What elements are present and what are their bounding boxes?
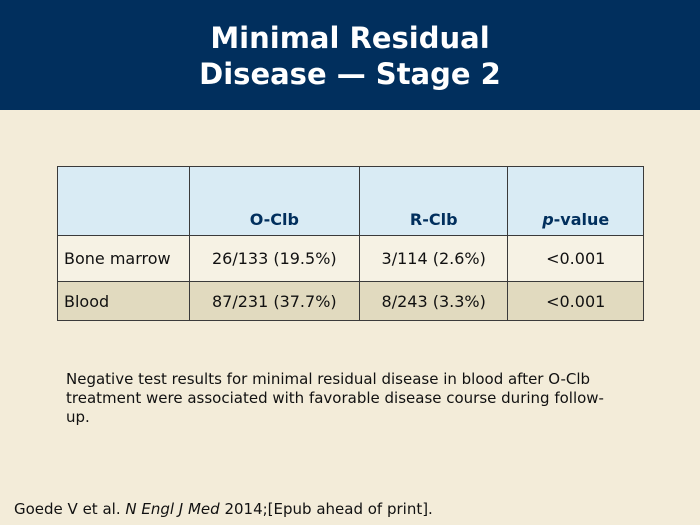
citation-authors: Goede V et al. [14,500,126,518]
header-r-clb: R-Clb [358,166,509,236]
cell-p-value: <0.001 [507,281,644,321]
row-label: Bone marrow [57,235,190,282]
table-header-row: O-Clb R-Clb p-value [57,166,644,236]
citation-journal: N Engl J Med [125,500,220,518]
cell-p-value: <0.001 [507,235,644,282]
header-p-value: p-value [507,166,644,236]
header-blank-cell [57,166,190,236]
cell-o-clb: 26/133 (19.5%) [188,235,360,282]
citation-details: 2014;[Epub ahead of print]. [219,500,433,518]
header-p-italic: p [542,210,554,229]
cell-r-clb: 3/114 (2.6%) [358,235,509,282]
slide-title: Minimal Residual Disease — Stage 2 [0,20,700,92]
slide-title-line2: Disease — Stage 2 [199,57,501,91]
row-label: Blood [57,281,190,321]
table-row: Bone marrow 26/133 (19.5%) 3/114 (2.6%) … [57,235,644,282]
header-p-rest: -value [553,210,610,229]
title-bar [0,0,700,110]
table-row: Blood 87/231 (37.7%) 8/243 (3.3%) <0.001 [57,281,644,321]
header-o-clb: O-Clb [188,166,360,236]
slide-title-line1: Minimal Residual [210,21,490,55]
summary-note: Negative test results for minimal residu… [66,370,604,426]
cell-r-clb: 8/243 (3.3%) [358,281,509,321]
cell-o-clb: 87/231 (37.7%) [188,281,360,321]
citation: Goede V et al. N Engl J Med 2014;[Epub a… [14,500,433,518]
mrd-results-table: O-Clb R-Clb p-value Bone marrow 26/133 (… [57,166,644,321]
